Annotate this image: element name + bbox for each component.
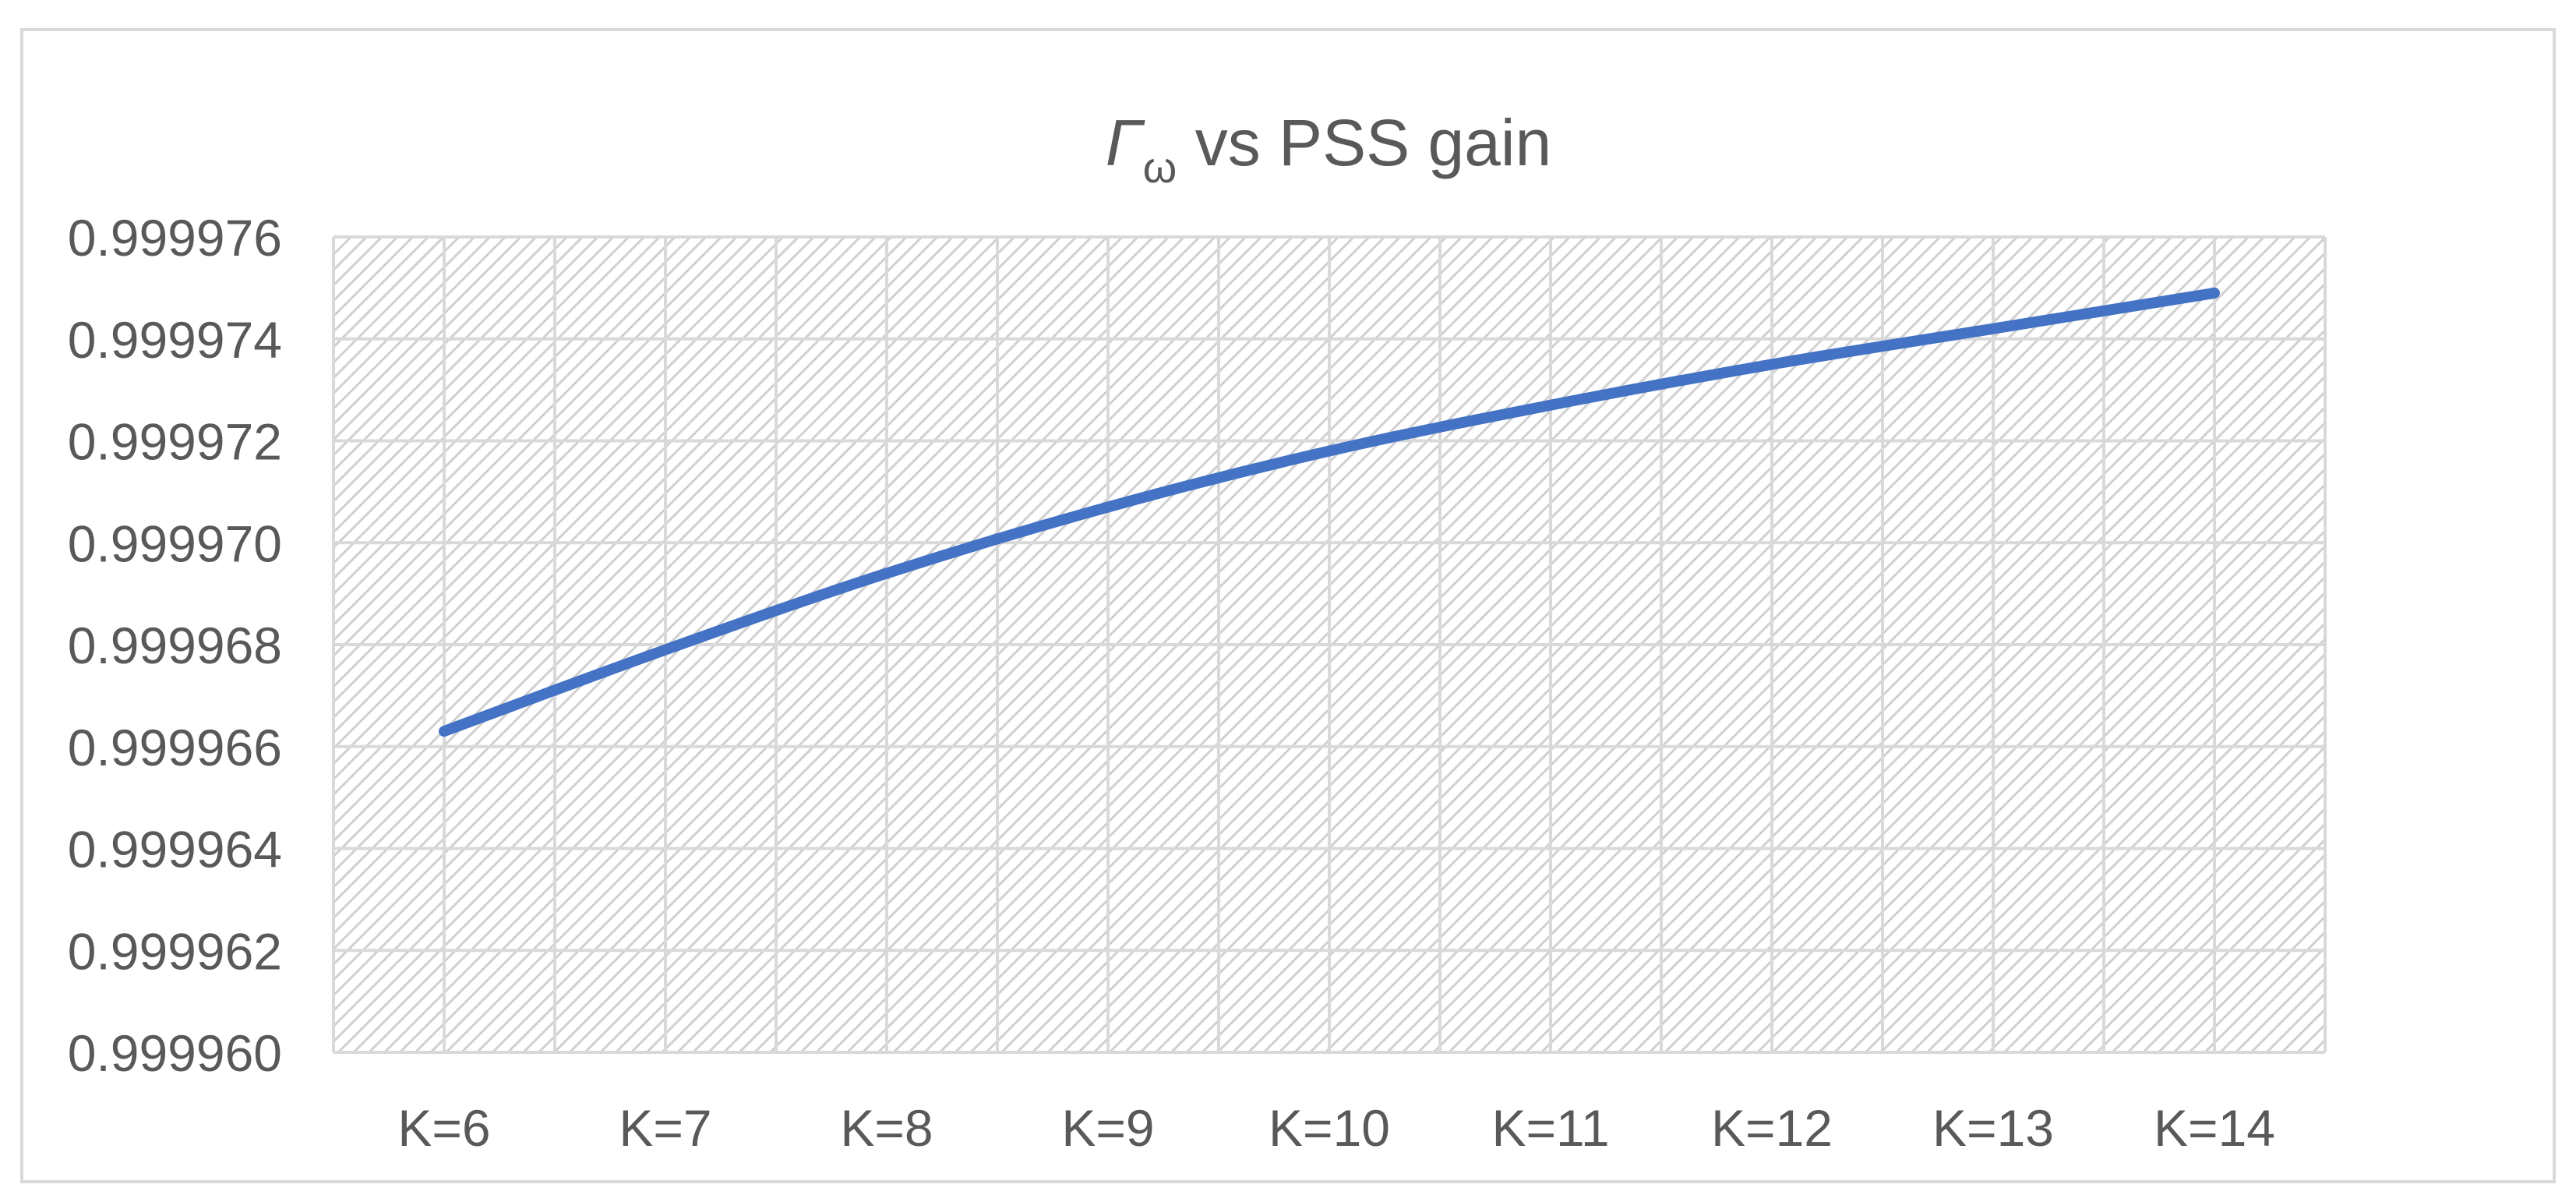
title-text: vs PSS gain xyxy=(1177,106,1551,179)
x-tick-label: K=9 xyxy=(1061,1099,1154,1157)
y-tick-label: 0.999966 xyxy=(68,719,282,776)
x-tick-label: K=14 xyxy=(2154,1099,2275,1157)
x-tick-label: K=13 xyxy=(1932,1099,2054,1157)
y-tick-label: 0.999960 xyxy=(68,1024,282,1082)
y-tick-label: 0.999970 xyxy=(68,514,282,572)
series-line xyxy=(439,287,2220,737)
y-tick-label: 0.999962 xyxy=(68,922,282,980)
x-tick-label: K=8 xyxy=(840,1099,933,1157)
chart-title: Γω vs PSS gain xyxy=(1106,106,1552,192)
y-tick-label: 0.999964 xyxy=(68,821,282,879)
title-symbol: Γ xyxy=(1106,106,1145,179)
series-lines xyxy=(439,287,2220,737)
x-tick-label: K=7 xyxy=(619,1099,711,1157)
x-tick-label: K=10 xyxy=(1269,1099,1390,1157)
x-tick-label: K=12 xyxy=(1711,1099,1833,1157)
y-tick-label: 0.999974 xyxy=(68,311,282,369)
y-tick-label: 0.999968 xyxy=(68,617,282,674)
y-axis-tick-labels: 0.999960 0.999962 0.999964 0.999966 0.999968… xyxy=(68,209,282,1082)
x-tick-label: K=11 xyxy=(1491,1099,1609,1157)
y-tick-label: 0.999972 xyxy=(68,413,282,471)
x-axis-tick-labels: K=6 K=7 K=8 K=9 K=10 K=11 K=12 K=13 K=14 xyxy=(397,1099,2275,1157)
y-tick-label: 0.999976 xyxy=(68,209,282,267)
x-tick-label: K=6 xyxy=(397,1099,490,1157)
title-subscript: ω xyxy=(1143,143,1177,192)
